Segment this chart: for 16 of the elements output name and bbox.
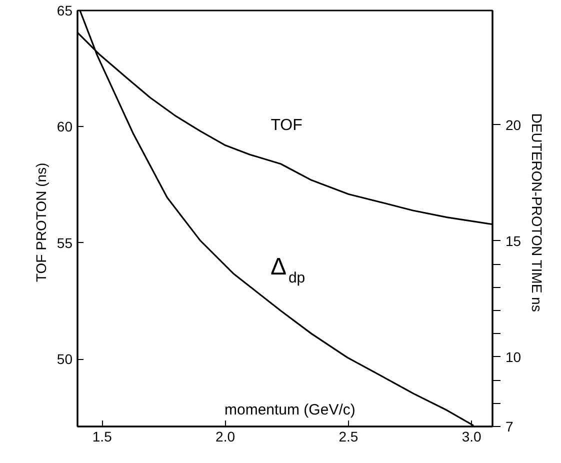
- y-tick-label: 55: [56, 234, 73, 251]
- y2-tick-label: 7: [506, 418, 514, 434]
- y2-tick-label: 20: [506, 116, 522, 133]
- x-tick-label: 2.5: [338, 428, 358, 444]
- y2-tick-label: 10: [506, 348, 522, 365]
- y2-axis-title: DEUTERON-PROTON TIME ns: [529, 113, 546, 312]
- x-axis-title: momentum (GeV/c): [224, 402, 356, 418]
- x-tick-label: 1.5: [92, 428, 112, 444]
- x-tick-label: 3.0: [462, 428, 482, 444]
- y-axis-title: TOF PROTON (ns): [32, 162, 49, 282]
- y-tick-label: 50: [56, 351, 73, 368]
- x-tick-label: 2.0: [216, 428, 236, 444]
- series-label: TOF: [270, 116, 303, 134]
- y2-tick-label: 15: [506, 232, 522, 249]
- y-tick-label: 60: [56, 118, 73, 135]
- y-tick-label: 65: [56, 2, 73, 18]
